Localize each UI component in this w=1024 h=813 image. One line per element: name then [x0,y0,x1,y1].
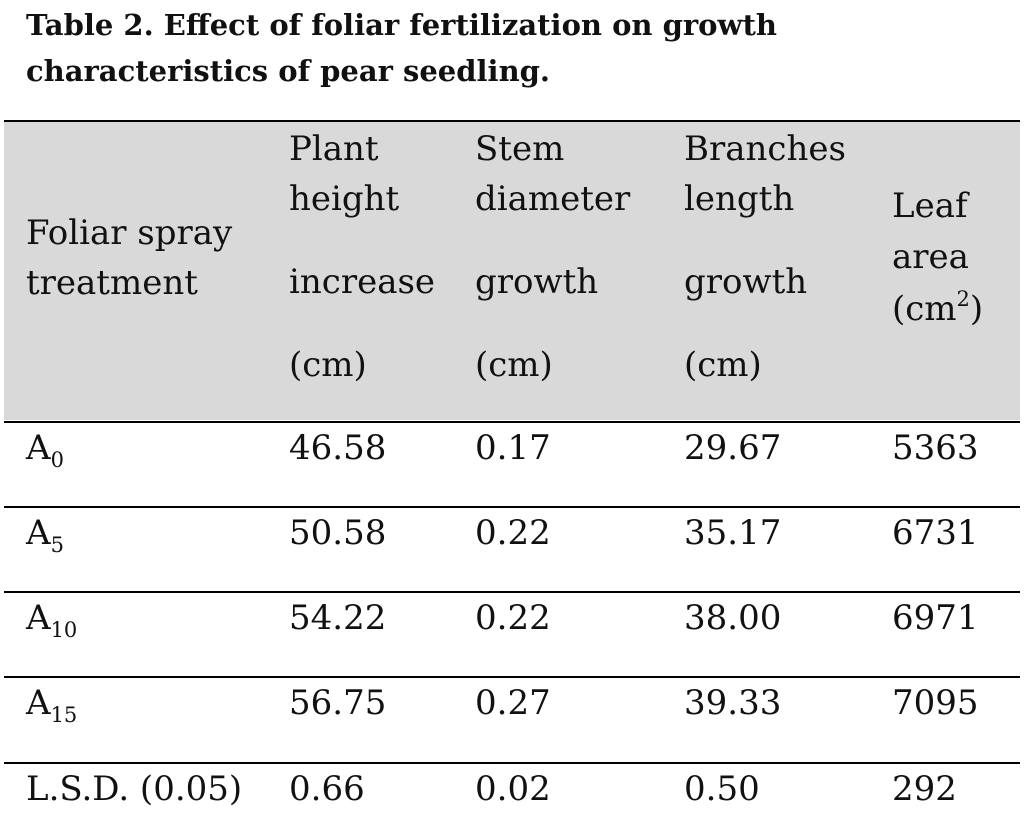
row-label-main: A [26,513,51,553]
table-caption-line-1: Table 2. Effect of foliar fertilization … [26,8,777,42]
table-header-rule [4,421,1020,423]
header-stem-diameter-line: growth [475,262,599,302]
header-plant-height-unit: (cm) [289,345,367,385]
header-stem-diameter-unit: (cm) [475,345,553,385]
header-leaf-area-unit-superscript: 2 [956,287,970,311]
cell-plant-height: 46.58 [289,428,387,468]
cell-leaf-area: 6731 [892,513,979,553]
row-label-main: L.S.D. (0.05) [26,769,243,809]
cell-stem-diameter: 0.22 [475,598,551,638]
table-row-rule [4,762,1020,764]
cell-branches-length: 38.00 [684,598,782,638]
header-stem-diameter-line: Stem [475,129,565,169]
cell-leaf-area: 5363 [892,428,979,468]
row-label-main: A [26,683,51,723]
header-leaf-area-unit: (cm2) [892,287,984,333]
header-treatment-line: treatment [26,263,198,303]
table-header-background [4,122,1020,420]
header-treatment: Foliar spray treatment [26,213,232,303]
table-caption-line-2: characteristics of pear seedling. [26,54,551,88]
cell-plant-height: 56.75 [289,683,387,723]
cell-branches-length: 29.67 [684,428,782,468]
row-label-subscript: 10 [50,618,78,642]
header-stem-diameter-line: diameter [475,179,631,219]
row-label: A0 [26,428,64,472]
cell-leaf-area: 292 [892,769,957,809]
table-row-rule [4,506,1020,508]
row-label-main: A [26,428,51,468]
header-leaf-area-unit-prefix: (cm [892,289,957,329]
header-branches-length-unit: (cm) [684,345,762,385]
cell-stem-diameter: 0.02 [475,769,551,809]
header-leaf-area-line: Leaf [892,186,968,226]
header-plant-height-line: height [289,179,400,219]
cell-leaf-area: 6971 [892,598,979,638]
row-label: A5 [26,513,64,557]
row-label-subscript: 15 [50,703,78,727]
header-branches-length-line: Branches [684,129,846,169]
header-branches-length-line: length [684,179,795,219]
header-leaf-area-unit-suffix: ) [969,289,984,329]
header-leaf-area-line: area [892,237,969,277]
cell-branches-length: 39.33 [684,683,782,723]
row-label: A15 [26,683,77,727]
cell-plant-height: 0.66 [289,769,365,809]
cell-stem-diameter: 0.22 [475,513,551,553]
row-label-subscript: 0 [50,448,64,472]
row-label-main: A [26,598,51,638]
cell-plant-height: 50.58 [289,513,387,553]
cell-stem-diameter: 0.17 [475,428,551,468]
table-row-rule [4,676,1020,678]
table-top-rule [4,120,1020,122]
cell-branches-length: 0.50 [684,769,760,809]
cell-stem-diameter: 0.27 [475,683,551,723]
cell-branches-length: 35.17 [684,513,782,553]
header-treatment-line: Foliar spray [26,213,233,253]
row-label-subscript: 5 [50,533,64,557]
header-plant-height-line: Plant [289,129,379,169]
cell-plant-height: 54.22 [289,598,387,638]
row-label: A10 [26,598,77,642]
row-label: L.S.D. (0.05) [26,769,242,813]
table-caption: Table 2. Effect of foliar fertilization … [26,2,986,94]
table-row-rule [4,591,1020,593]
cell-leaf-area: 7095 [892,683,979,723]
header-branches-length-line: growth [684,262,808,302]
header-plant-height-line: increase [289,262,436,302]
